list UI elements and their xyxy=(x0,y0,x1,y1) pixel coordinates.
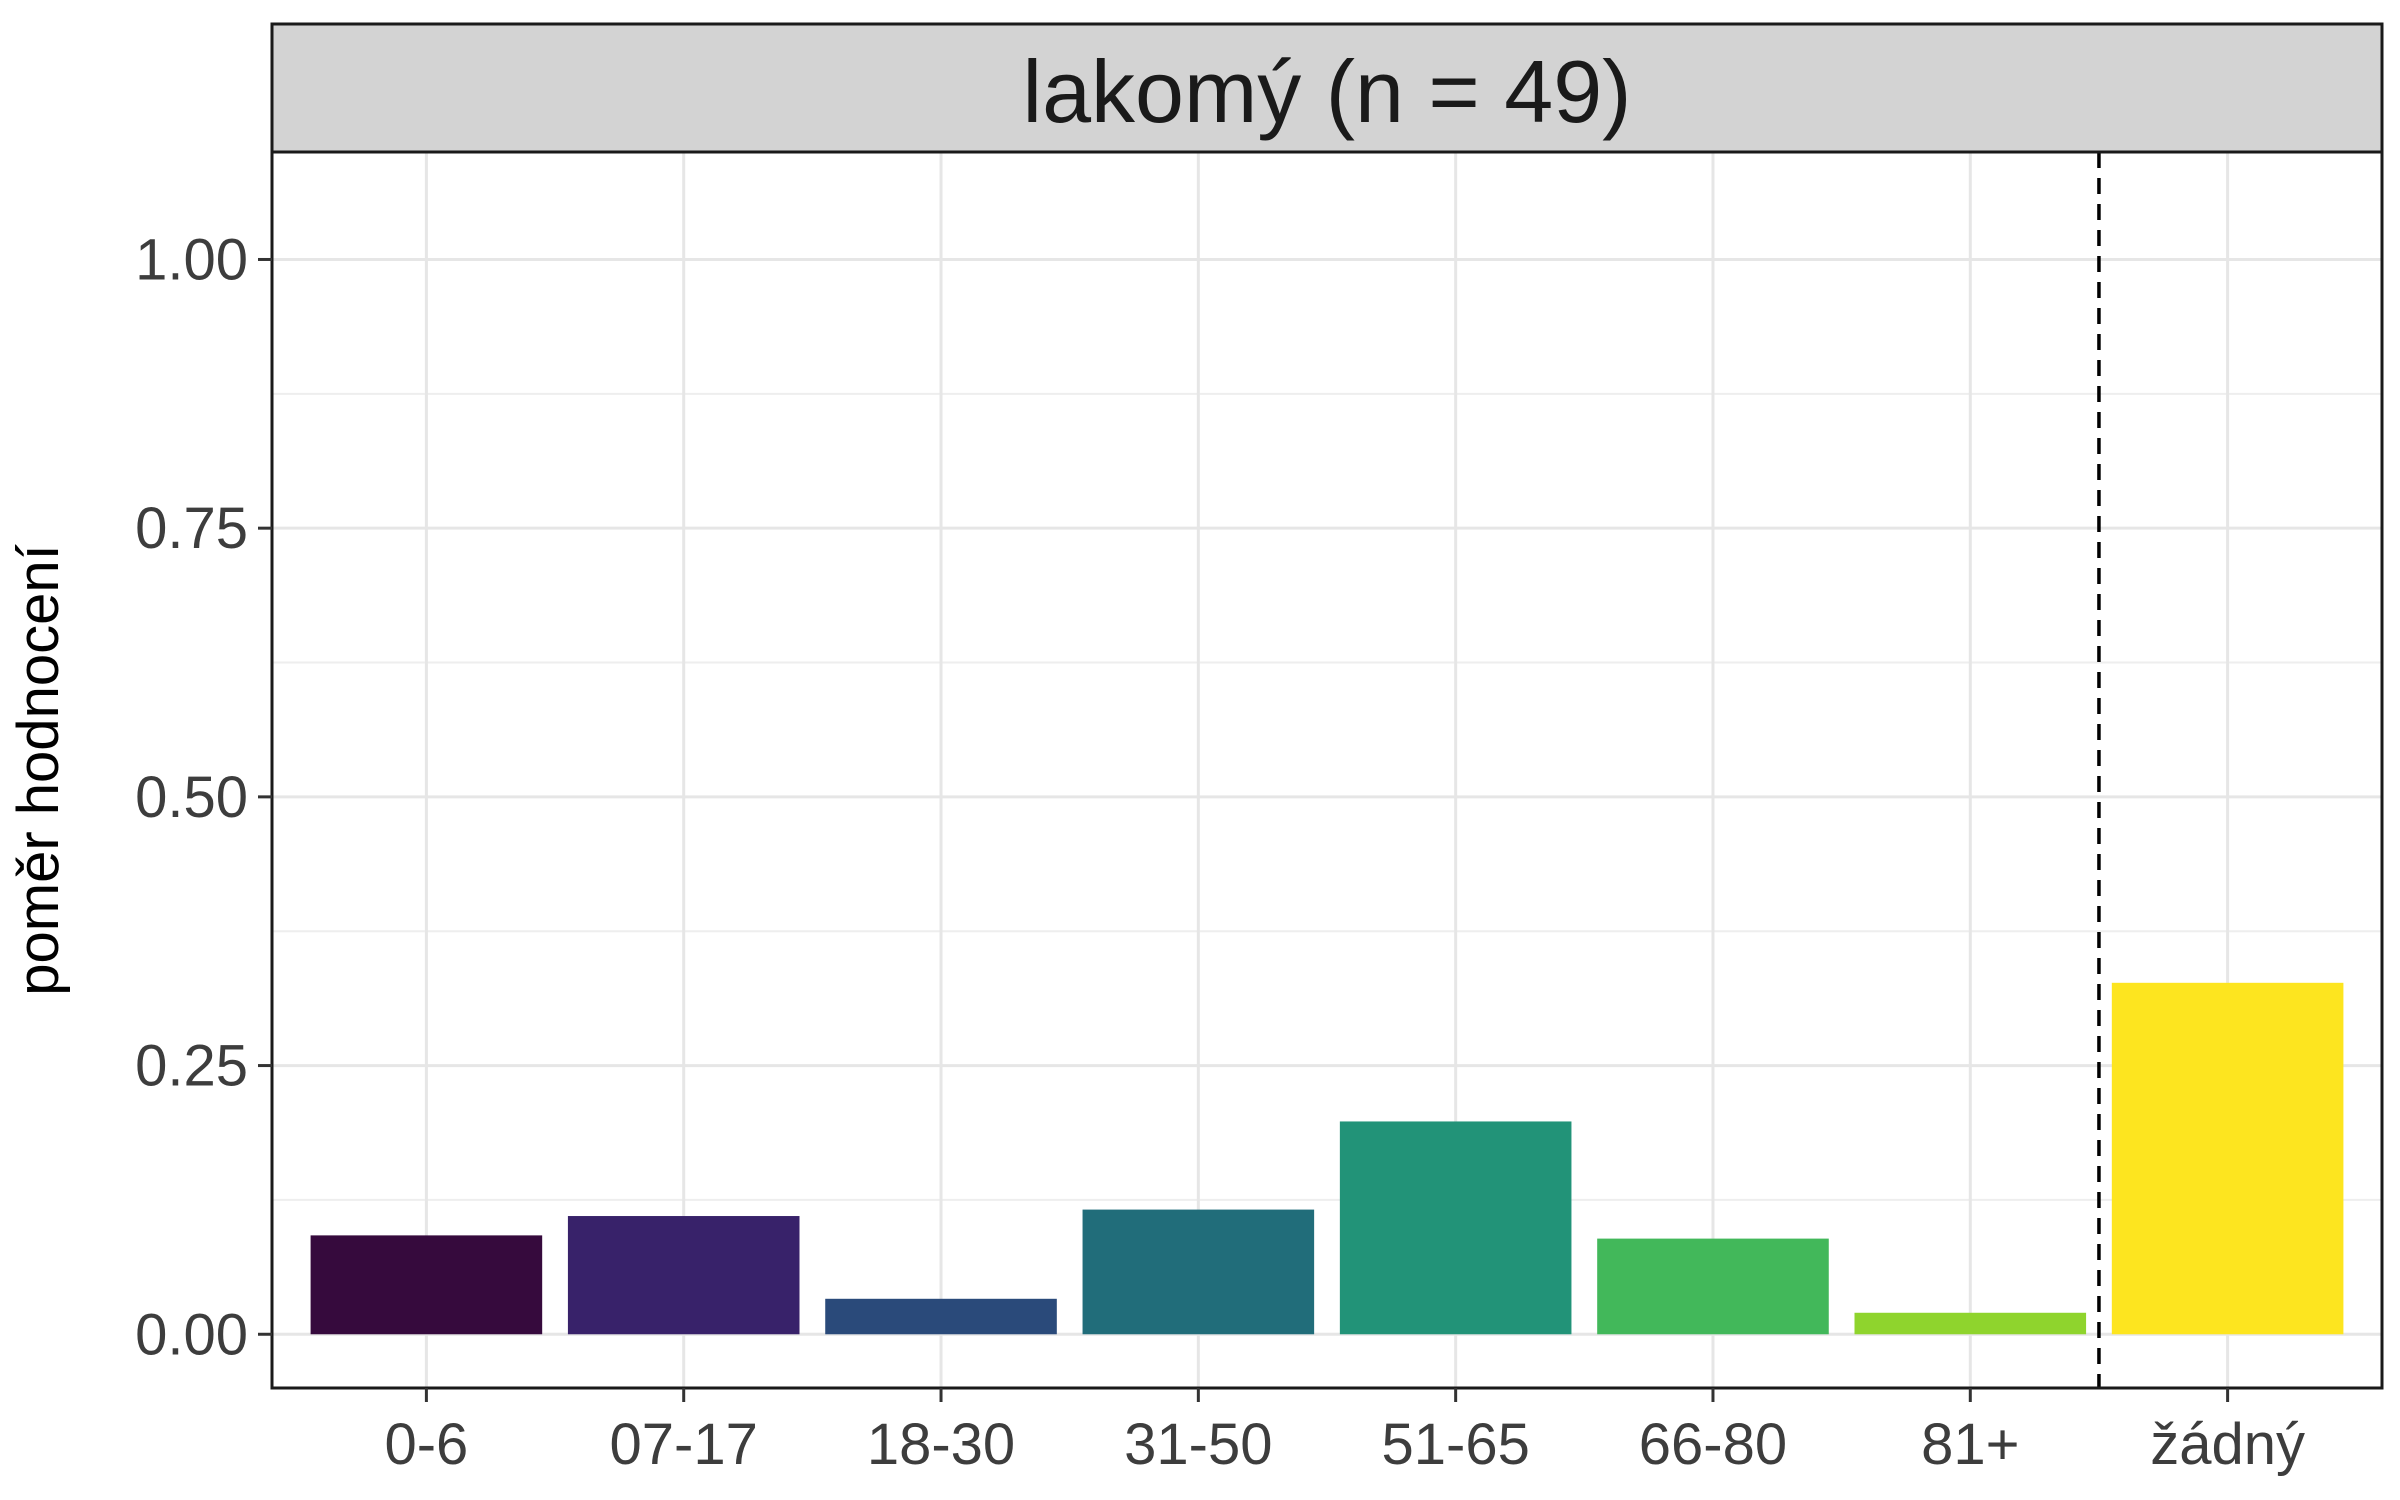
y-axis-title: poměr hodnocení xyxy=(6,544,71,995)
bar-81+ xyxy=(1854,1312,2087,1335)
bar-07-17 xyxy=(567,1216,800,1335)
grid-lines xyxy=(272,152,2382,1388)
x-tick-label: 31-50 xyxy=(1124,1412,1272,1477)
x-tick-label: 51-65 xyxy=(1381,1412,1529,1477)
y-tick-label: 1.00 xyxy=(135,227,248,292)
bar-66-80 xyxy=(1597,1238,1829,1335)
x-tick-label: 81+ xyxy=(1921,1412,2019,1477)
x-tick-label: 66-80 xyxy=(1639,1412,1787,1477)
plot-panel-border xyxy=(270,150,2384,1390)
facet-strip-title: lakomý (n = 49) xyxy=(1023,42,1632,141)
facet-strip xyxy=(270,22,2384,154)
y-tick-label: 0.25 xyxy=(135,1034,248,1099)
x-axis: 0-6 07-17 18-30 31-50 51-65 66-80 81+ žádný xyxy=(384,1388,2305,1477)
bars xyxy=(310,982,2344,1335)
y-axis: 0.00 0.25 0.50 0.75 1.00 xyxy=(135,227,272,1367)
plot-panel xyxy=(272,152,2382,1388)
y-tick-label: 0.50 xyxy=(135,765,248,830)
x-tick-label: 18-30 xyxy=(867,1412,1015,1477)
bar-žádný xyxy=(2111,982,2344,1335)
bar-31-50 xyxy=(1082,1209,1315,1335)
x-tick-label: 07-17 xyxy=(610,1412,758,1477)
x-tick-label: žádný xyxy=(2150,1412,2305,1477)
x-tick-label: 0-6 xyxy=(384,1412,468,1477)
bar-51-65 xyxy=(1339,1121,1572,1335)
y-tick-label: 0.00 xyxy=(135,1302,248,1367)
bar-18-30 xyxy=(825,1298,1057,1335)
bar-0-6 xyxy=(310,1235,543,1335)
y-tick-label: 0.75 xyxy=(135,496,248,561)
